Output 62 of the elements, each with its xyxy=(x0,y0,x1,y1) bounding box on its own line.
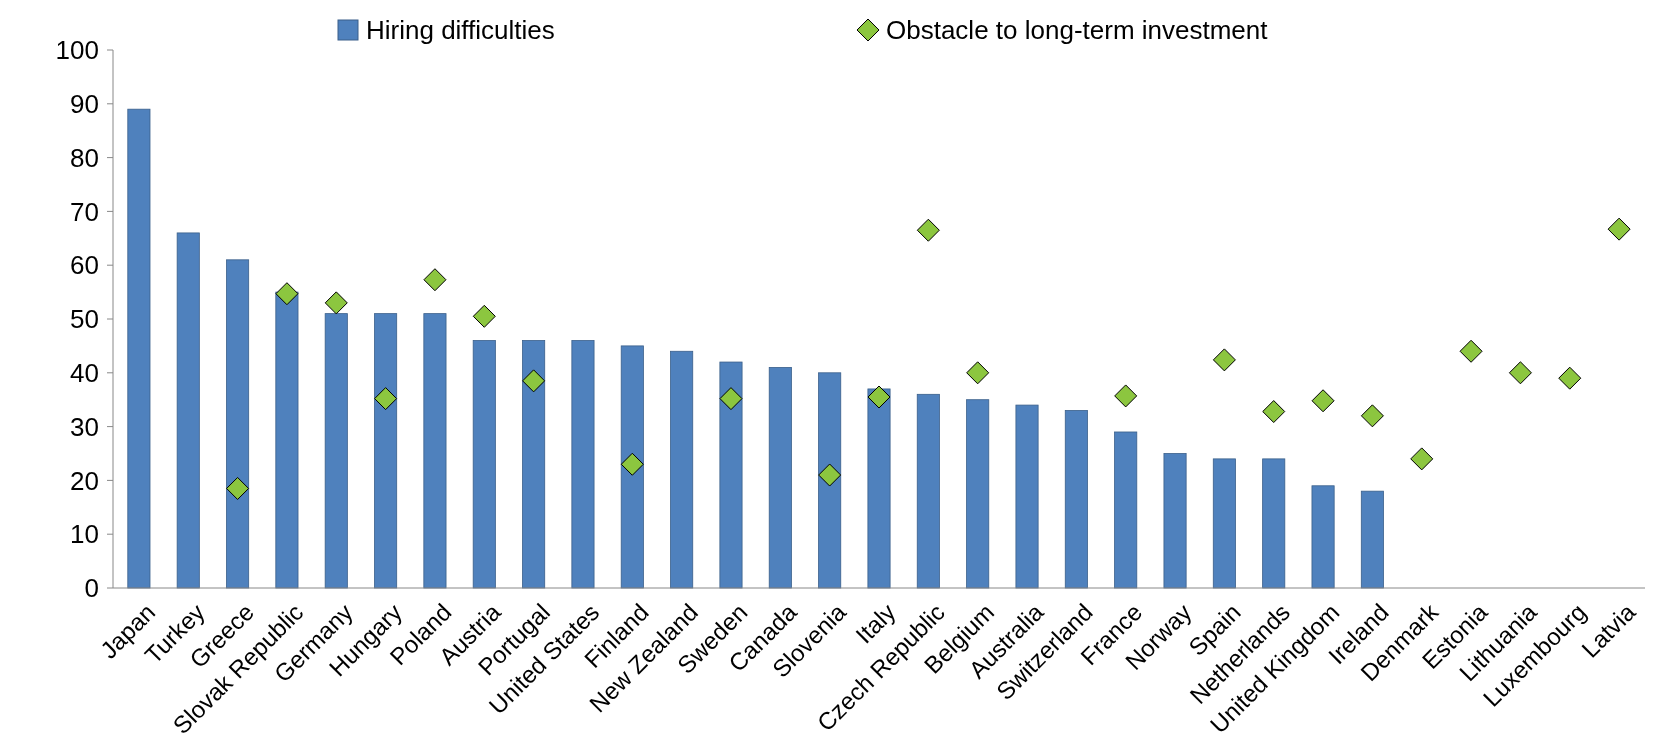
point xyxy=(867,385,891,409)
bar xyxy=(916,393,940,589)
y-tick-label: 90 xyxy=(70,88,99,119)
point xyxy=(620,452,644,476)
point xyxy=(423,268,447,292)
bar xyxy=(275,291,299,589)
bar xyxy=(1064,410,1088,589)
bar xyxy=(423,313,447,589)
y-tick-label: 100 xyxy=(55,35,99,66)
point xyxy=(1311,389,1335,413)
y-tick-label: 0 xyxy=(84,573,99,604)
point xyxy=(1607,217,1631,241)
bar xyxy=(374,313,398,589)
bar xyxy=(1311,485,1335,589)
y-tick-label: 70 xyxy=(70,196,99,227)
legend-label: Hiring difficulties xyxy=(366,15,555,46)
y-tick-label: 80 xyxy=(70,142,99,173)
bar xyxy=(1262,458,1286,589)
point xyxy=(818,463,842,487)
bar xyxy=(226,259,250,589)
bar xyxy=(966,399,990,589)
point xyxy=(374,387,398,411)
legend-label: Obstacle to long-term investment xyxy=(886,15,1269,46)
bar xyxy=(620,345,644,589)
y-tick-label: 40 xyxy=(70,357,99,388)
bar xyxy=(1212,458,1236,589)
y-tick-label: 60 xyxy=(70,250,99,281)
bar xyxy=(472,340,496,589)
bar xyxy=(522,340,546,589)
point xyxy=(1114,384,1138,408)
point xyxy=(719,387,743,411)
point xyxy=(1360,404,1384,428)
bar xyxy=(719,361,743,589)
bar xyxy=(571,340,595,589)
point xyxy=(275,282,299,306)
point xyxy=(966,361,990,385)
bar xyxy=(1163,453,1187,589)
bar xyxy=(324,313,348,589)
point xyxy=(472,304,496,328)
y-tick-label: 30 xyxy=(70,411,99,442)
bar xyxy=(127,108,151,589)
y-tick-label: 10 xyxy=(70,519,99,550)
point xyxy=(324,291,348,315)
bar xyxy=(1114,431,1138,589)
bar xyxy=(867,388,891,589)
bar xyxy=(1015,404,1039,589)
y-tick-label: 20 xyxy=(70,465,99,496)
point xyxy=(522,369,546,393)
bar xyxy=(670,350,694,589)
point xyxy=(916,218,940,242)
bar xyxy=(818,372,842,589)
bar xyxy=(1360,490,1384,589)
point xyxy=(226,476,250,500)
bar xyxy=(176,232,200,589)
point xyxy=(1558,366,1582,390)
bar xyxy=(768,367,792,589)
point xyxy=(1459,339,1483,363)
point xyxy=(1212,348,1236,372)
y-tick-label: 50 xyxy=(70,304,99,335)
point xyxy=(1410,447,1434,471)
point xyxy=(1262,400,1286,424)
point xyxy=(1508,361,1532,385)
